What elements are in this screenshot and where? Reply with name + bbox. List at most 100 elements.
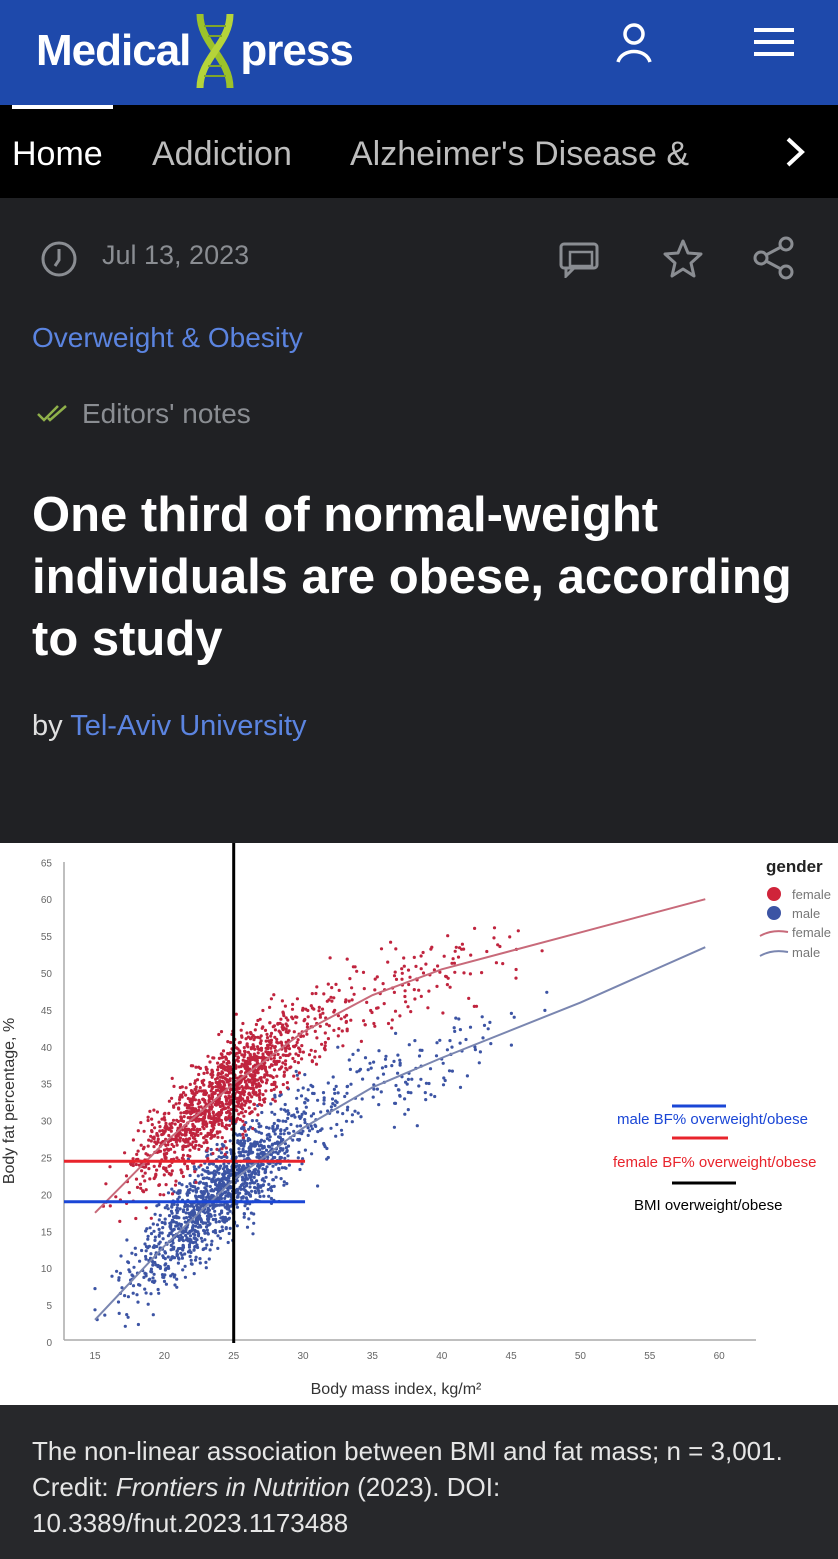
female-point bbox=[318, 1013, 322, 1017]
male-point bbox=[250, 1151, 254, 1155]
male-point bbox=[155, 1204, 159, 1208]
female-point bbox=[193, 1098, 197, 1102]
female-point bbox=[237, 1041, 241, 1045]
female-point bbox=[181, 1119, 186, 1123]
female-point bbox=[150, 1130, 154, 1134]
editors-notes-link[interactable]: Editors' notes bbox=[82, 398, 251, 429]
male-point bbox=[242, 1185, 247, 1189]
female-point bbox=[263, 1066, 267, 1070]
female-point bbox=[202, 1071, 206, 1075]
user-account-icon[interactable] bbox=[610, 20, 658, 68]
caption-journal: Frontiers in Nutrition bbox=[115, 1472, 350, 1502]
male-point bbox=[110, 1274, 114, 1278]
female-point bbox=[155, 1110, 159, 1114]
author-link[interactable]: Tel-Aviv University bbox=[70, 710, 307, 742]
female-point bbox=[448, 985, 452, 989]
female-point bbox=[492, 926, 497, 930]
female-point bbox=[313, 1017, 317, 1021]
female-point bbox=[247, 1062, 251, 1066]
male-point bbox=[135, 1293, 139, 1297]
male-point bbox=[291, 1138, 295, 1142]
hamburger-menu-icon[interactable] bbox=[750, 20, 798, 68]
male-point bbox=[250, 1119, 254, 1123]
nav-item-alzheimers[interactable]: Alzheimer's Disease & bbox=[350, 135, 690, 173]
female-point bbox=[140, 1169, 144, 1173]
female-point bbox=[259, 1041, 263, 1046]
female-point bbox=[359, 1039, 363, 1043]
female-point bbox=[174, 1137, 178, 1141]
male-point bbox=[194, 1224, 198, 1228]
female-point bbox=[184, 1131, 188, 1135]
female-point bbox=[183, 1102, 188, 1106]
female-point bbox=[216, 1102, 220, 1106]
clock-icon bbox=[41, 241, 77, 277]
male-point bbox=[161, 1254, 165, 1258]
male-point bbox=[308, 1129, 312, 1133]
article-figure[interactable]: 0 5 10 15 20 25 30 35 40 45 50 55 60 65 15 20 25 30 35 40 45… bbox=[0, 843, 838, 1405]
female-point bbox=[223, 1140, 227, 1144]
male-point bbox=[300, 1162, 304, 1166]
female-point bbox=[273, 1099, 277, 1103]
female-point bbox=[279, 1033, 283, 1037]
male-point bbox=[249, 1175, 253, 1179]
male-point bbox=[192, 1211, 196, 1215]
female-point bbox=[498, 944, 502, 949]
male-point bbox=[228, 1139, 232, 1143]
male-point bbox=[292, 1113, 296, 1117]
female-point bbox=[202, 1089, 206, 1093]
comment-icon[interactable] bbox=[558, 240, 600, 278]
female-point bbox=[259, 1076, 263, 1080]
bookmark-star-icon[interactable] bbox=[662, 238, 704, 278]
male-point bbox=[545, 990, 549, 994]
female-point bbox=[217, 1032, 221, 1037]
site-logo[interactable]: Medical press bbox=[36, 14, 354, 88]
nav-item-home[interactable]: Home bbox=[12, 135, 103, 173]
male-point bbox=[168, 1224, 172, 1228]
male-point bbox=[144, 1274, 148, 1278]
male-point bbox=[176, 1256, 180, 1260]
article-category-link[interactable]: Overweight & Obesity bbox=[32, 322, 303, 353]
chevron-right-icon[interactable] bbox=[780, 135, 810, 169]
male-point bbox=[298, 1124, 303, 1128]
male-point bbox=[223, 1176, 227, 1180]
male-point bbox=[171, 1255, 175, 1259]
male-point bbox=[458, 1041, 462, 1045]
male-point bbox=[157, 1291, 161, 1295]
male-point bbox=[238, 1186, 242, 1190]
male-point bbox=[509, 1043, 513, 1047]
female-point bbox=[268, 1043, 272, 1047]
male-point bbox=[188, 1237, 192, 1241]
male-point bbox=[381, 1072, 386, 1076]
male-point bbox=[183, 1204, 187, 1209]
female-point bbox=[245, 1043, 249, 1047]
female-point bbox=[211, 1151, 215, 1156]
male-point bbox=[210, 1239, 214, 1243]
male-point bbox=[185, 1236, 189, 1240]
nav-item-addiction[interactable]: Addiction bbox=[152, 135, 292, 173]
female-point bbox=[206, 1054, 210, 1058]
male-point bbox=[144, 1254, 148, 1259]
male-point bbox=[433, 1094, 437, 1099]
female-point bbox=[300, 1057, 304, 1061]
share-icon[interactable] bbox=[752, 236, 796, 280]
x-axis-label: Body mass index, kg/m² bbox=[311, 1381, 482, 1398]
female-point bbox=[210, 1081, 214, 1086]
female-point bbox=[409, 1010, 413, 1014]
female-point bbox=[252, 1038, 256, 1042]
male-point bbox=[214, 1220, 218, 1224]
female-point bbox=[450, 961, 454, 965]
male-point bbox=[192, 1165, 196, 1169]
female-point bbox=[172, 1105, 176, 1109]
male-point bbox=[257, 1191, 261, 1195]
female-point bbox=[282, 1070, 286, 1074]
male-point bbox=[206, 1195, 211, 1199]
female-point bbox=[390, 1018, 394, 1022]
female-point bbox=[372, 1021, 376, 1026]
male-point bbox=[265, 1125, 269, 1129]
male-point bbox=[486, 1027, 490, 1031]
female-point bbox=[284, 1022, 288, 1026]
female-point bbox=[269, 1051, 273, 1055]
male-point bbox=[198, 1180, 202, 1184]
male-point bbox=[163, 1250, 167, 1254]
male-point bbox=[184, 1211, 188, 1215]
